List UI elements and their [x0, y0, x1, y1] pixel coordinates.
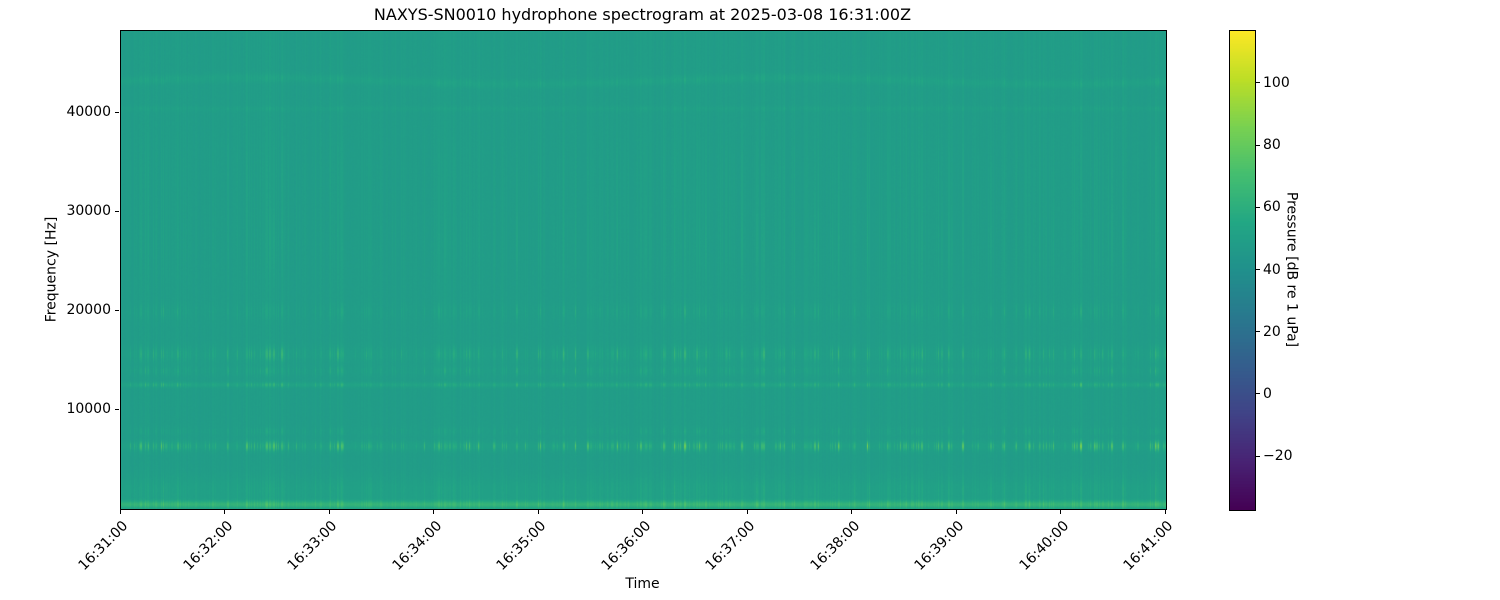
y-axis-label: Frequency [Hz]: [43, 216, 60, 323]
colorbar-tick-mark: [1256, 269, 1260, 270]
x-tick-mark: [642, 510, 643, 514]
colorbar-tick-mark: [1256, 455, 1260, 457]
x-tick-mark: [224, 510, 225, 514]
x-tick-mark: [1164, 510, 1166, 514]
colorbar-tick-label: 100: [1263, 74, 1290, 91]
plot-area: [120, 30, 1167, 510]
x-tick-mark: [537, 510, 539, 514]
colorbar-tick-mark: [1256, 82, 1260, 84]
y-tick-label: 20000: [66, 302, 111, 319]
colorbar-tick-mark: [1256, 331, 1260, 333]
colorbar-tick-label: 0: [1263, 385, 1272, 402]
colorbar-tick-label: 80: [1263, 137, 1281, 154]
colorbar-gradient: [1230, 31, 1255, 510]
colorbar-tick-mark: [1256, 206, 1260, 208]
x-tick-mark: [433, 510, 434, 514]
colorbar-tick-mark: [1256, 144, 1260, 146]
y-tick-mark: [115, 408, 119, 410]
colorbar-tick-label: 40: [1263, 261, 1281, 278]
colorbar-tick-label: 20: [1263, 323, 1281, 340]
y-tick-mark: [115, 210, 119, 212]
x-axis-label: Time: [625, 576, 660, 592]
x-tick-mark: [746, 510, 748, 514]
x-tick-mark: [851, 510, 852, 514]
y-tick-label: 30000: [66, 203, 111, 220]
spectrogram-heatmap: [121, 31, 1166, 509]
x-tick-mark: [119, 510, 121, 514]
chart-title: NAXYS-SN0010 hydrophone spectrogram at 2…: [373, 5, 912, 24]
x-tick-mark: [328, 510, 330, 514]
y-tick-mark: [115, 309, 119, 311]
y-tick-mark: [115, 111, 119, 113]
colorbar-tick-label: −20: [1263, 448, 1293, 465]
colorbar-tick-mark: [1256, 393, 1260, 395]
y-tick-label: 40000: [66, 104, 111, 121]
colorbar: [1229, 30, 1256, 511]
y-tick-label: 10000: [66, 401, 111, 418]
colorbar-tick-label: 60: [1263, 199, 1281, 216]
x-tick-mark: [955, 510, 957, 514]
x-tick-mark: [1060, 510, 1061, 514]
